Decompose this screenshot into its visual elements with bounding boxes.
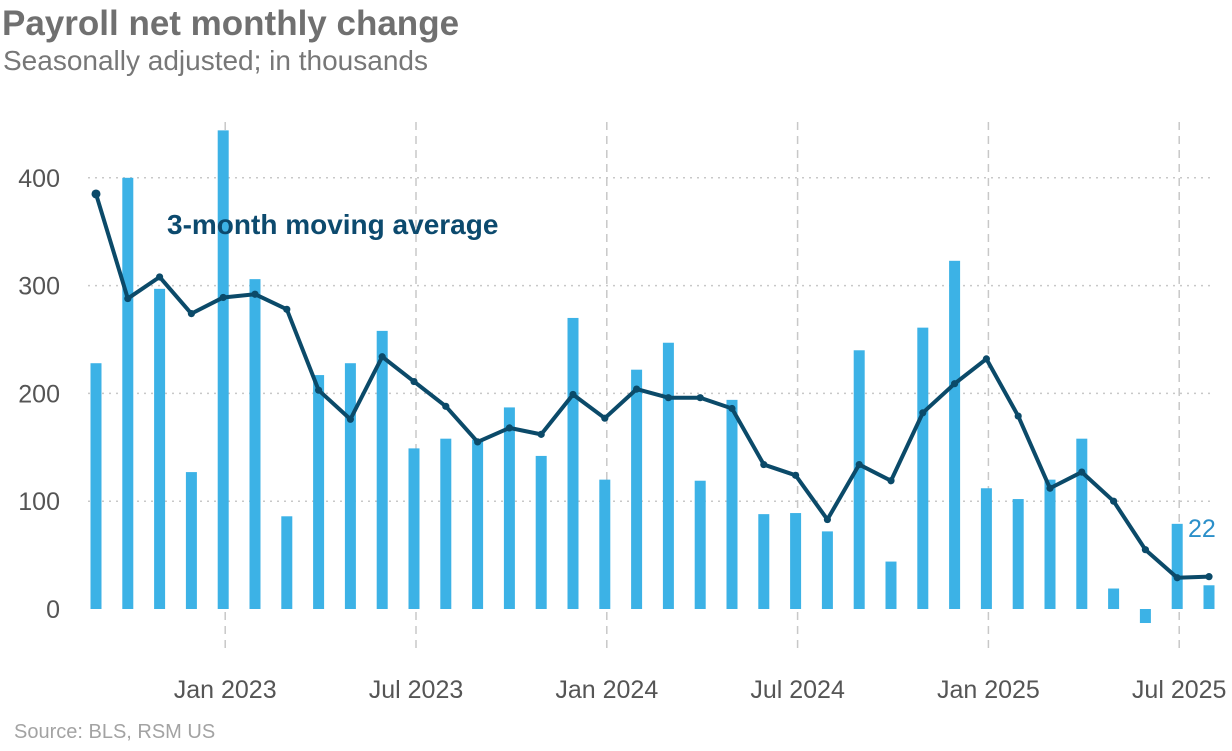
bar-jun-2025 [1139,609,1151,624]
bar-dec-2024 [949,260,961,609]
bar-nov-2024 [917,327,929,609]
moving-average-point [505,424,513,432]
moving-average-point [283,305,291,313]
moving-average-point [696,394,704,402]
bar-jun-2024 [758,514,770,609]
moving-average-point [1046,484,1054,492]
source-note: Source: BLS, RSM US [14,721,216,743]
moving-average-point [1014,412,1022,420]
moving-average-point [346,415,354,423]
chart-title: Payroll net monthly change [2,4,460,43]
bar-jul-2025 [1171,523,1183,609]
bar-apr-2025 [1076,438,1088,609]
bar-jul-2024 [790,513,802,609]
moving-average-point [855,460,863,469]
bar-jun-2023 [376,330,388,609]
bar-aug-2025 [1203,585,1215,609]
bar-oct-2024 [885,561,897,609]
moving-average-point [601,414,609,422]
bar-feb-2024 [631,369,643,609]
moving-average-point [156,273,164,281]
bar-dec-2022 [185,472,197,609]
bar-apr-2023 [313,375,325,609]
moving-average-point [760,460,768,469]
y-tick-label: 200 [18,380,60,408]
moving-average-point [91,189,101,199]
bar-mar-2024 [662,342,674,609]
y-tick-label: 300 [18,273,60,301]
moving-average-point [569,390,577,399]
x-tick-label: Jan 2024 [555,676,658,704]
bar-nov-2022 [154,288,166,609]
last-value-annotation: 22 [1188,515,1216,543]
moving-average-point [1110,497,1118,505]
y-tick-label: 0 [46,596,60,624]
bar-feb-2023 [249,279,261,609]
moving-average-point [124,294,132,303]
x-tick-label: Jul 2023 [369,676,464,704]
bar-jan-2024 [599,479,611,609]
moving-average-point [251,290,259,298]
bar-sep-2022 [90,363,102,609]
bar-jan-2025 [980,488,992,609]
bar-nov-2023 [535,455,547,609]
bar-feb-2025 [1012,499,1024,609]
bar-sep-2023 [472,439,484,609]
moving-average-point [664,394,673,402]
y-tick-label: 400 [18,165,60,193]
x-tick-label: Jan 2025 [937,676,1040,704]
bar-series [90,130,1215,624]
moving-average-point [887,477,895,485]
chart-subtitle: Seasonally adjusted; in thousands [3,45,428,76]
moving-average-point [1078,468,1086,476]
bar-apr-2024 [694,480,706,609]
bar-mar-2023 [281,516,293,609]
moving-average-point [982,355,991,363]
y-tick-label: 100 [18,488,60,516]
bar-jan-2023 [217,130,229,610]
bar-mar-2025 [1044,479,1056,609]
bar-may-2025 [1108,588,1120,609]
moving-average-point [792,471,800,479]
moving-average-point [410,377,418,386]
moving-average-line [94,191,1211,580]
moving-average-point [633,385,641,393]
moving-average-point [315,386,323,394]
moving-average-point [537,430,545,438]
bar-dec-2023 [567,317,579,609]
moving-average-point [378,353,386,361]
moving-average-point [951,380,959,388]
bar-aug-2023 [440,438,452,609]
moving-average-point [442,402,450,410]
bar-may-2023 [344,363,356,609]
bar-oct-2023 [503,407,515,609]
moving-average-point [1173,574,1181,582]
x-tick-label: Jan 2023 [174,676,277,704]
moving-average-point [728,404,736,413]
moving-average-point [474,438,482,446]
bar-oct-2022 [122,177,134,610]
x-tick-label: Jul 2025 [1132,676,1227,704]
bar-jul-2023 [408,448,420,609]
bar-aug-2024 [821,531,833,609]
bar-may-2024 [726,399,738,609]
moving-average-point [823,515,832,524]
moving-average-point [187,310,195,318]
moving-average-point [1141,546,1149,554]
moving-average-point [219,293,227,302]
moving-average-point [919,409,927,417]
bar-sep-2024 [853,350,865,609]
moving-average-point [1205,573,1213,581]
moving-average-series [91,189,1213,582]
axis-labels: 0 100 200 300 400 Jan 2023 Jul 2023 Jan 2024 Jul… [18,165,1226,704]
x-tick-label: Jul 2024 [750,676,845,704]
moving-average-annotation: 3-month moving average [167,209,498,240]
